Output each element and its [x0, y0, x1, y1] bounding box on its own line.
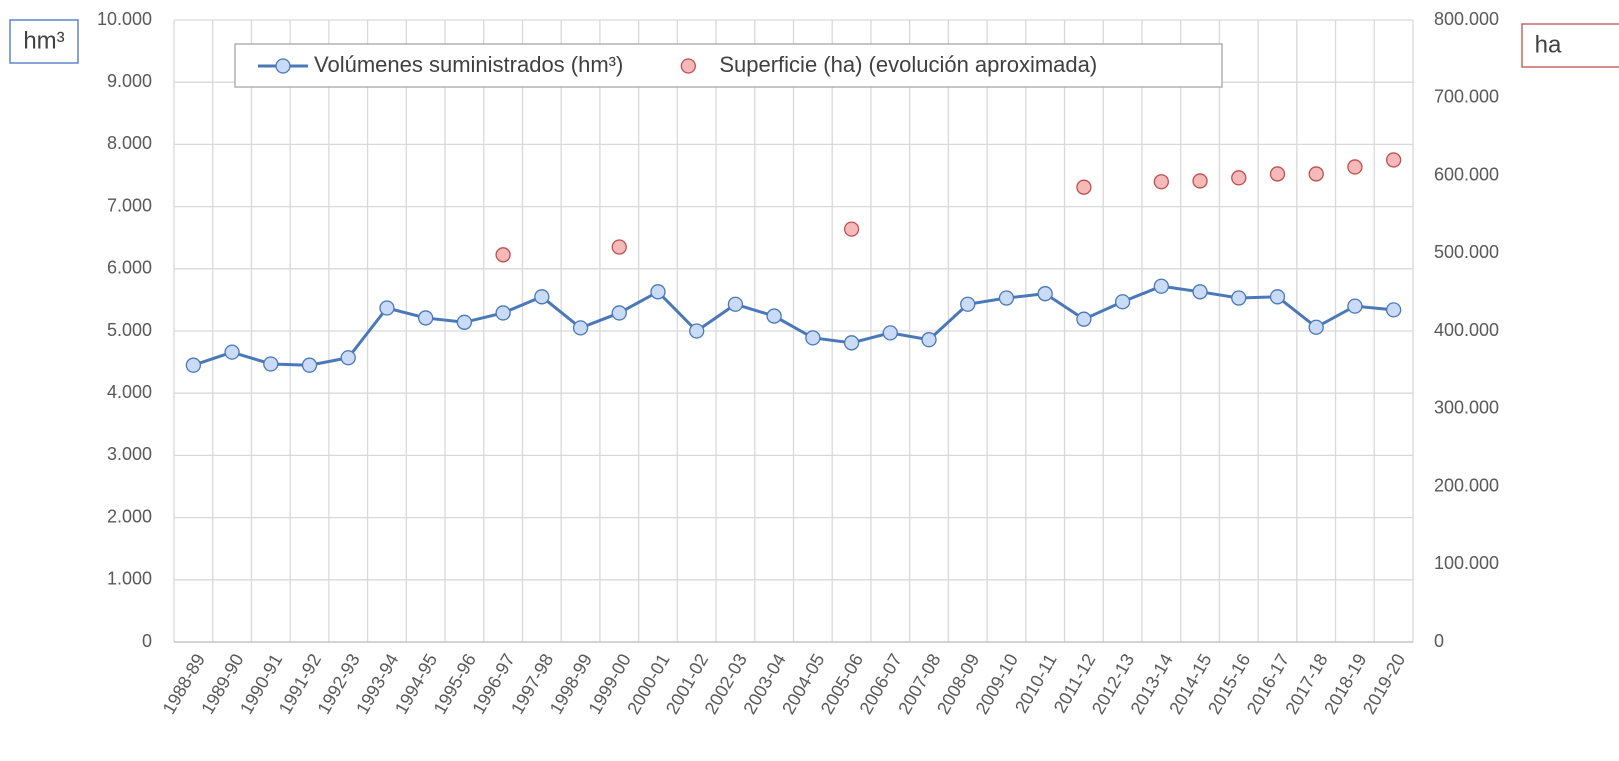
y-tick-label: 2.000	[107, 506, 152, 526]
y2-unit-label: ha	[1535, 31, 1562, 58]
line-marker	[611, 305, 627, 321]
legend-label: Volúmenes suministrados (hm³)	[314, 52, 623, 77]
line-marker	[1192, 284, 1208, 300]
legend-box	[234, 43, 1223, 88]
y-unit-label: hm³	[23, 27, 64, 54]
line-marker	[727, 296, 744, 312]
scatter-point	[1076, 179, 1092, 195]
y-unit-box	[9, 19, 79, 64]
y-tick-label: 8.000	[107, 133, 152, 153]
line-marker	[1153, 278, 1169, 294]
y2-tick-label: 300.000	[1434, 398, 1499, 418]
line-marker	[1114, 294, 1131, 310]
scatter-point	[495, 247, 511, 263]
line-marker	[185, 357, 202, 373]
y2-unit-box	[1521, 23, 1619, 68]
y-tick-label: 7.000	[107, 195, 152, 215]
line-marker	[1037, 286, 1053, 302]
y2-tick-label: 800.000	[1434, 9, 1499, 29]
legend-marker	[680, 58, 696, 74]
scatter-point	[1231, 170, 1247, 186]
y-tick-label: 5.000	[107, 320, 152, 340]
y-tick-label: 3.000	[107, 444, 152, 464]
y2-tick-label: 400.000	[1434, 320, 1499, 340]
y2-tick-label: 600.000	[1434, 164, 1499, 184]
y-tick-label: 4.000	[107, 382, 152, 402]
y2-tick-label: 500.000	[1434, 242, 1499, 262]
line-marker	[301, 357, 318, 373]
line-marker	[843, 335, 860, 351]
y2-tick-label: 200.000	[1434, 475, 1499, 495]
scatter-point	[1269, 166, 1286, 182]
line-marker	[418, 310, 434, 326]
line-marker	[1308, 319, 1324, 335]
line-marker	[1231, 290, 1247, 306]
y-tick-label: 1.000	[107, 569, 152, 589]
line-marker	[456, 314, 473, 330]
line-marker	[534, 289, 550, 305]
y2-tick-label: 0	[1434, 631, 1444, 651]
line-marker	[263, 356, 279, 372]
y-tick-label: 0	[142, 631, 152, 651]
scatter-point	[1153, 174, 1169, 190]
line-marker	[379, 300, 395, 316]
y-tick-label: 10.000	[97, 9, 152, 29]
line-marker	[921, 332, 937, 348]
legend-marker	[275, 58, 291, 74]
scatter-point	[611, 239, 627, 255]
y2-tick-label: 700.000	[1434, 87, 1499, 107]
scatter-point	[1347, 159, 1363, 175]
line-marker	[960, 296, 976, 312]
line-marker	[882, 325, 898, 341]
line-marker	[1269, 289, 1286, 305]
line-marker	[689, 323, 705, 339]
scatter-point	[843, 221, 860, 237]
scatter-point	[1385, 152, 1402, 168]
line-marker	[1076, 311, 1092, 327]
scatter-point	[1308, 166, 1324, 182]
line-marker	[998, 290, 1015, 306]
line-marker	[650, 284, 666, 300]
line-marker	[766, 308, 782, 324]
scatter-point	[1192, 173, 1208, 189]
line-marker	[1347, 298, 1363, 314]
y-tick-label: 6.000	[107, 258, 152, 278]
line-marker	[805, 330, 821, 346]
legend-label: Superficie (ha) (evolución aproximada)	[719, 52, 1097, 77]
line-marker	[572, 320, 589, 336]
line-marker	[1385, 302, 1402, 318]
line-marker	[224, 344, 240, 360]
y-tick-label: 9.000	[107, 71, 152, 91]
line-marker	[340, 350, 356, 366]
line-marker	[495, 305, 511, 321]
y2-tick-label: 100.000	[1434, 553, 1499, 573]
